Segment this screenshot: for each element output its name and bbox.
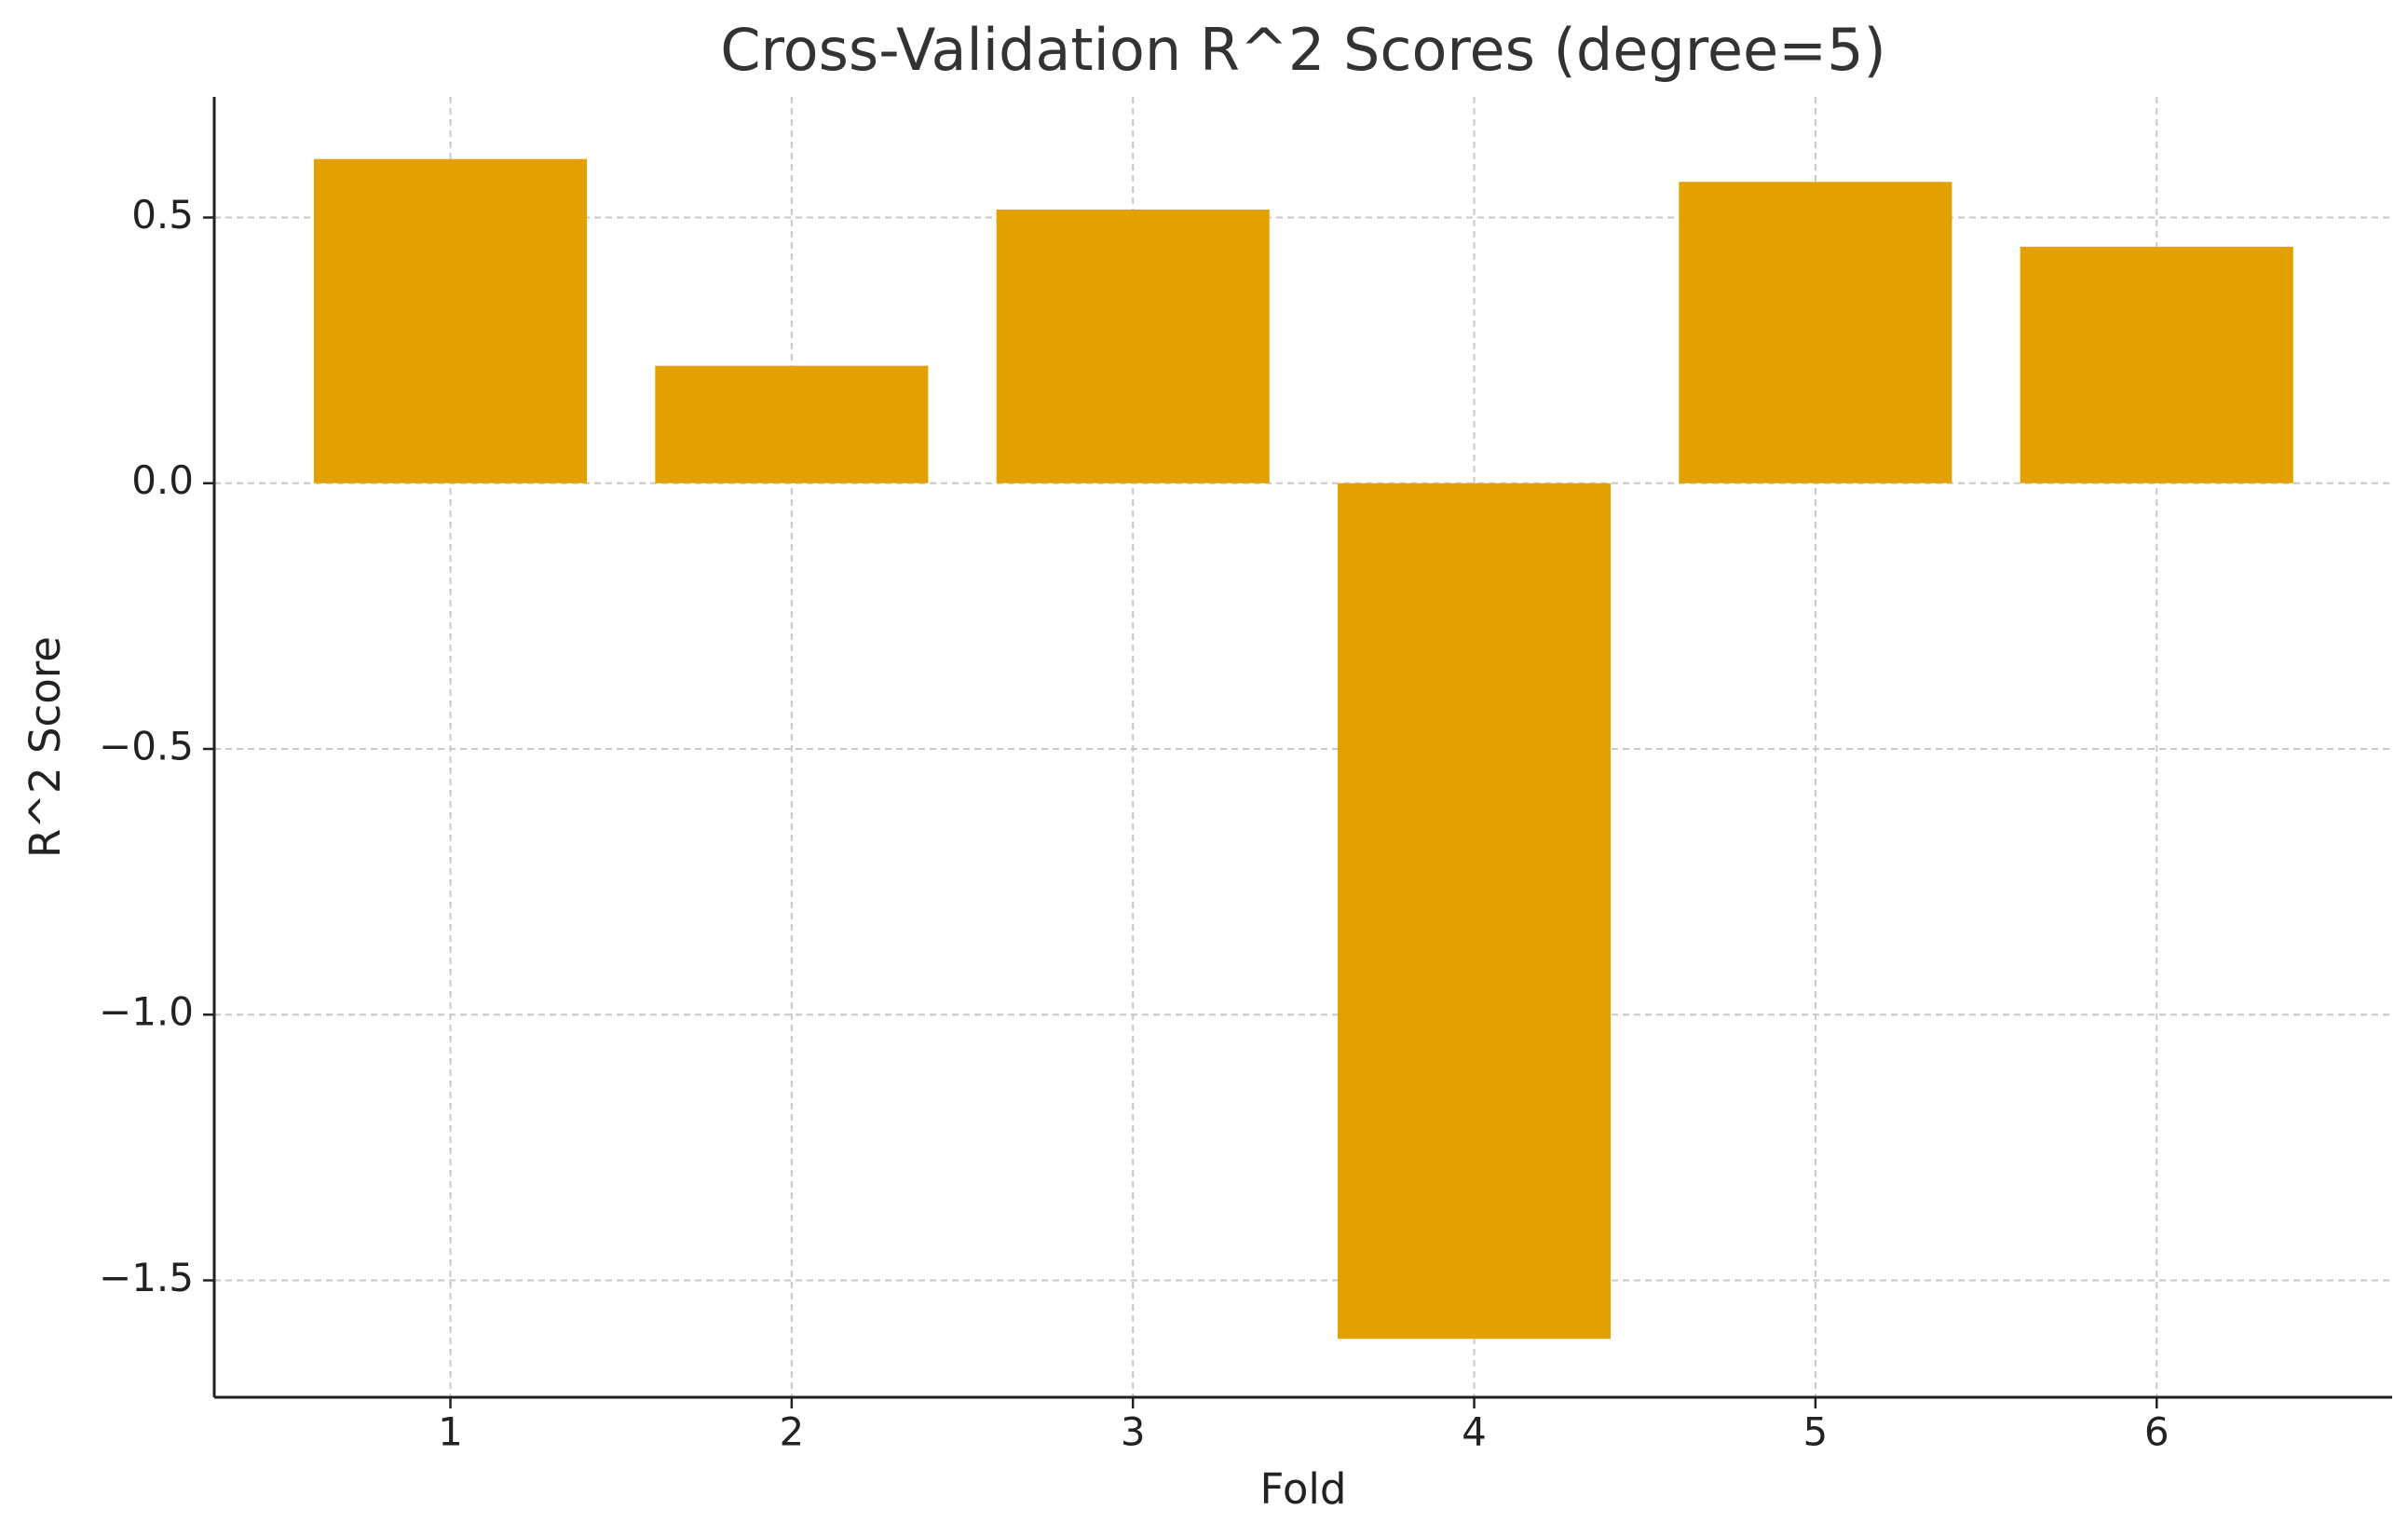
x-tick-label: 1 (438, 1409, 463, 1455)
bar (313, 158, 588, 483)
y-tick-label: 0.5 (131, 192, 194, 238)
y-tick-label: 0.0 (131, 457, 194, 503)
x-axis-label: Fold (1260, 1464, 1347, 1514)
x-tick-label: 6 (2144, 1409, 2170, 1455)
bar (2020, 246, 2293, 483)
y-tick-label: −1.0 (99, 989, 194, 1035)
chart-title: Cross-Validation R^2 Scores (degree=5) (720, 16, 1885, 84)
bar (1338, 483, 1612, 1340)
bar (996, 209, 1270, 483)
x-tick-label: 4 (1462, 1409, 1487, 1455)
y-axis-label: R^2 Score (20, 636, 70, 858)
bar (655, 365, 929, 483)
y-tick-label: −1.5 (99, 1255, 194, 1300)
x-tick-label: 2 (779, 1409, 804, 1455)
x-tick-label: 5 (1803, 1409, 1829, 1455)
y-tick-label: −0.5 (99, 723, 194, 768)
x-tick-label: 3 (1121, 1409, 1146, 1455)
bar (1679, 182, 1952, 483)
